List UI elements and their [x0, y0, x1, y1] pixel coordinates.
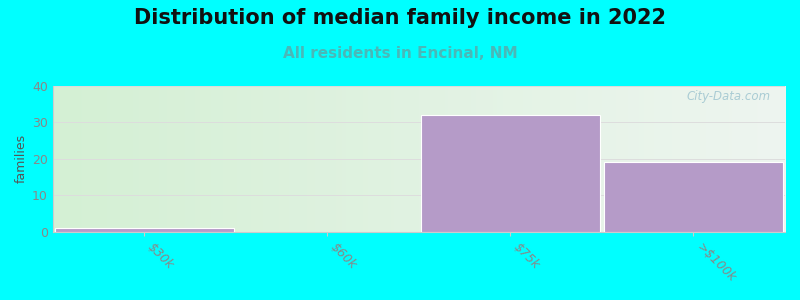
- Bar: [54, 228, 234, 232]
- Text: All residents in Encinal, NM: All residents in Encinal, NM: [282, 46, 518, 62]
- Y-axis label: families: families: [15, 134, 28, 183]
- Text: City-Data.com: City-Data.com: [686, 90, 770, 104]
- Bar: [421, 115, 600, 232]
- Bar: [604, 162, 783, 232]
- Text: Distribution of median family income in 2022: Distribution of median family income in …: [134, 8, 666, 28]
